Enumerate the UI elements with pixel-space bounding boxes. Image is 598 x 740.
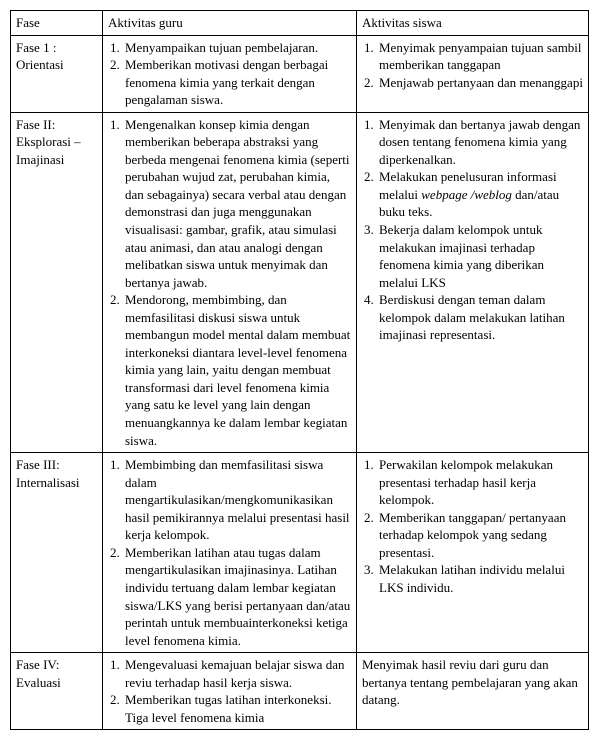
header-guru: Aktivitas guru bbox=[103, 11, 357, 36]
table-row: Fase IV: Evaluasi Mengevaluasi kemajuan … bbox=[11, 653, 589, 730]
siswa-cell: Menyimak dan bertanya jawab dengan dosen… bbox=[357, 112, 589, 452]
fase-label: Fase III: bbox=[16, 456, 97, 474]
list-item: Mendorong, membimbing, dan memfasilitasi… bbox=[123, 291, 351, 449]
fase-label: Eksplorasi – bbox=[16, 133, 97, 151]
list-item: Menjawab pertanyaan dan menanggapi bbox=[377, 74, 583, 92]
header-siswa: Aktivitas siswa bbox=[357, 11, 589, 36]
list-item: Memberikan tugas latihan interkoneksi. T… bbox=[123, 691, 351, 726]
table-row: Fase 1 : Orientasi Menyampaikan tujuan p… bbox=[11, 35, 589, 112]
guru-cell: Mengevaluasi kemajuan belajar siswa dan … bbox=[103, 653, 357, 730]
header-row: Fase Aktivitas guru Aktivitas siswa bbox=[11, 11, 589, 36]
list-item: Mengevaluasi kemajuan belajar siswa dan … bbox=[123, 656, 351, 691]
italic-term: webpage /weblog bbox=[421, 187, 512, 202]
table-row: Fase II: Eksplorasi – Imajinasi Mengenal… bbox=[11, 112, 589, 452]
siswa-text: Menyimak hasil reviu dari guru dan berta… bbox=[362, 656, 583, 709]
list-item: Perwakilan kelompok melakukan presentasi… bbox=[377, 456, 583, 509]
guru-cell: Mengenalkan konsep kimia dengan memberik… bbox=[103, 112, 357, 452]
fase-label: Evaluasi bbox=[16, 674, 97, 692]
list-item: Melakukan latihan individu melalui LKS i… bbox=[377, 561, 583, 596]
guru-cell: Membimbing dan memfasilitasi siswa dalam… bbox=[103, 453, 357, 653]
fase-label: Orientasi bbox=[16, 56, 97, 74]
guru-cell: Menyampaikan tujuan pembelajaran. Member… bbox=[103, 35, 357, 112]
header-fase: Fase bbox=[11, 11, 103, 36]
fase-label: Fase II: bbox=[16, 116, 97, 134]
siswa-cell: Perwakilan kelompok melakukan presentasi… bbox=[357, 453, 589, 653]
list-item: Memberikan latihan atau tugas dalam meng… bbox=[123, 544, 351, 649]
table-row: Fase III: Internalisasi Membimbing dan m… bbox=[11, 453, 589, 653]
siswa-cell: Menyimak penyampaian tujuan sambil membe… bbox=[357, 35, 589, 112]
fase-label: Imajinasi bbox=[16, 151, 97, 169]
list-item: Berdiskusi dengan teman dalam kelompok d… bbox=[377, 291, 583, 344]
list-item: Menyimak dan bertanya jawab dengan dosen… bbox=[377, 116, 583, 169]
fase-label: Fase IV: bbox=[16, 656, 97, 674]
list-item: Memberikan motivasi dengan berbagai feno… bbox=[123, 56, 351, 109]
fase-label: Fase 1 : bbox=[16, 39, 97, 57]
list-item: Melakukan penelusuran informasi melalui … bbox=[377, 168, 583, 221]
fase-table: Fase Aktivitas guru Aktivitas siswa Fase… bbox=[10, 10, 589, 730]
fase-cell: Fase II: Eksplorasi – Imajinasi bbox=[11, 112, 103, 452]
fase-cell: Fase III: Internalisasi bbox=[11, 453, 103, 653]
fase-cell: Fase 1 : Orientasi bbox=[11, 35, 103, 112]
list-item: Memberikan tanggapan/ pertanyaan terhada… bbox=[377, 509, 583, 562]
list-item: Menyampaikan tujuan pembelajaran. bbox=[123, 39, 351, 57]
fase-cell: Fase IV: Evaluasi bbox=[11, 653, 103, 730]
list-item: Membimbing dan memfasilitasi siswa dalam… bbox=[123, 456, 351, 544]
siswa-cell: Menyimak hasil reviu dari guru dan berta… bbox=[357, 653, 589, 730]
list-item: Bekerja dalam kelompok untuk melakukan i… bbox=[377, 221, 583, 291]
fase-label: Internalisasi bbox=[16, 474, 97, 492]
list-item: Mengenalkan konsep kimia dengan memberik… bbox=[123, 116, 351, 291]
list-item: Menyimak penyampaian tujuan sambil membe… bbox=[377, 39, 583, 74]
